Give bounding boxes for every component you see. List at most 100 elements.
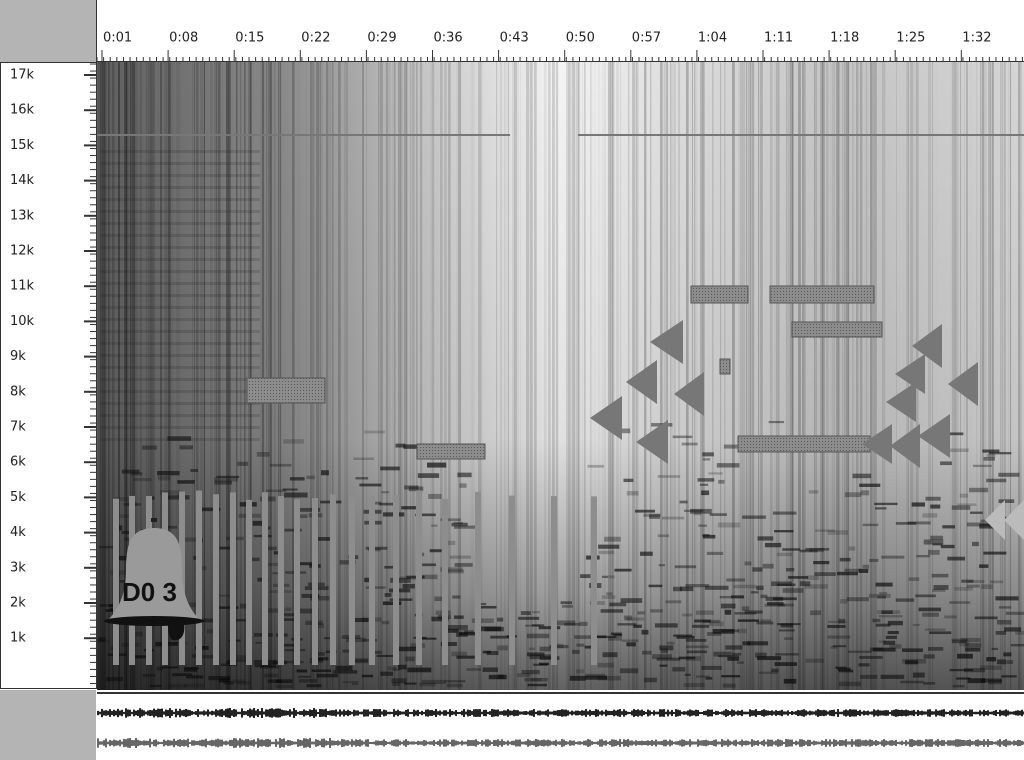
waveform-sample [469, 740, 471, 746]
waveform-sample [553, 741, 555, 745]
waveform-sample [687, 741, 689, 745]
waveform-sample [137, 710, 139, 716]
waveform-sample [589, 740, 591, 747]
waveform-sample [629, 741, 631, 746]
waveform-sample [799, 739, 801, 747]
waveform-sample [433, 711, 435, 715]
waveform-sample [641, 710, 643, 717]
waveform-sample [983, 710, 985, 716]
waveform-sample [825, 739, 827, 747]
waveform-sample [421, 711, 423, 715]
waveform-sample [815, 710, 817, 715]
waveform-sample [345, 740, 347, 745]
waveform-sample [1017, 740, 1019, 746]
waveform-sample [191, 711, 193, 715]
waveform-sample [335, 741, 337, 745]
waveform-sample [407, 741, 409, 745]
waveform-sample [321, 739, 323, 747]
frequency-label: 3k [10, 560, 26, 575]
waveform-sample [195, 741, 197, 745]
waveform-sample [543, 711, 545, 714]
waveform-sample [175, 709, 177, 717]
waveform-sample [545, 711, 547, 716]
spectrogram-window: D0 3 0:010:080:150:220:290:360:430:500:5… [0, 0, 1024, 760]
waveform-sample [591, 741, 593, 745]
waveform-sample [379, 741, 381, 745]
waveform-sample [691, 741, 693, 745]
waveform-sample [535, 739, 537, 747]
waveform-sample [199, 740, 201, 745]
waveform-sample [387, 712, 389, 714]
waveform-sample [799, 710, 801, 715]
waveform-sample [411, 741, 413, 744]
waveform-sample [291, 741, 293, 745]
note-box [770, 286, 874, 303]
waveform-sample [805, 741, 807, 745]
waveform-sample [959, 711, 961, 716]
waveform-sample [473, 740, 475, 746]
waveform-sample [969, 740, 971, 747]
waveform-sample [573, 741, 575, 746]
waveform-sample [807, 711, 809, 714]
waveform-sample [467, 710, 469, 717]
waveform-sample [103, 740, 105, 746]
waveform-sample [479, 709, 481, 717]
waveform-sample [639, 741, 641, 745]
waveform-sample [211, 711, 213, 716]
waveform-sample [529, 710, 531, 715]
waveform-sample [223, 741, 225, 744]
waveform-sample [973, 741, 975, 744]
waveform-sample [119, 740, 121, 746]
waveform-sample [173, 712, 175, 714]
waveform-sample [469, 710, 471, 716]
waveform-sample [553, 711, 555, 716]
waveform-sample [193, 712, 195, 714]
waveform-sample [173, 739, 175, 747]
waveform-sample [333, 741, 335, 746]
waveform-sample [705, 711, 707, 716]
waveform-sample [775, 740, 777, 745]
time-label: 0:01 [103, 31, 132, 46]
waveform-sample [783, 742, 785, 744]
waveform-sample [895, 709, 897, 717]
waveform-label-panel [0, 690, 96, 760]
waveform-sample [695, 742, 697, 745]
waveform-sample [835, 712, 837, 714]
waveform-sample [585, 709, 587, 717]
waveform-sample [841, 740, 843, 746]
waveform-sample [161, 742, 163, 744]
waveform-sample [603, 712, 605, 715]
waveform-sample [869, 712, 871, 715]
waveform-sample [257, 709, 259, 717]
waveform-sample [287, 711, 289, 715]
waveform-sample [649, 741, 651, 745]
waveform-sample [493, 709, 495, 716]
waveform-sample [227, 708, 229, 717]
waveform-sample [105, 739, 107, 748]
waveform-sample [159, 709, 161, 717]
waveform-sample [475, 709, 477, 717]
waveform-sample [757, 711, 759, 715]
waveform-sample [127, 710, 129, 717]
waveform-sample [933, 711, 935, 714]
waveform-sample [931, 739, 933, 747]
waveform-sample [569, 712, 571, 715]
waveform-sample [391, 740, 393, 745]
waveform-sample [157, 741, 159, 744]
time-label: 0:36 [434, 31, 463, 46]
waveform-sample [929, 709, 931, 717]
waveform-sample [779, 740, 781, 747]
waveform-sample [623, 709, 625, 716]
waveform-sample [123, 712, 125, 714]
waveform-sample [483, 741, 485, 744]
waveform-sample [101, 741, 103, 744]
waveform-sample [351, 739, 353, 746]
waveform-sample [645, 741, 647, 745]
waveform-sample [163, 740, 165, 747]
waveform-sample [949, 740, 951, 746]
waveform-sample [721, 711, 723, 714]
waveform-sample [697, 739, 699, 746]
waveform-sample [249, 709, 251, 718]
waveform-sample [497, 710, 499, 717]
waveform-sample [693, 742, 695, 745]
